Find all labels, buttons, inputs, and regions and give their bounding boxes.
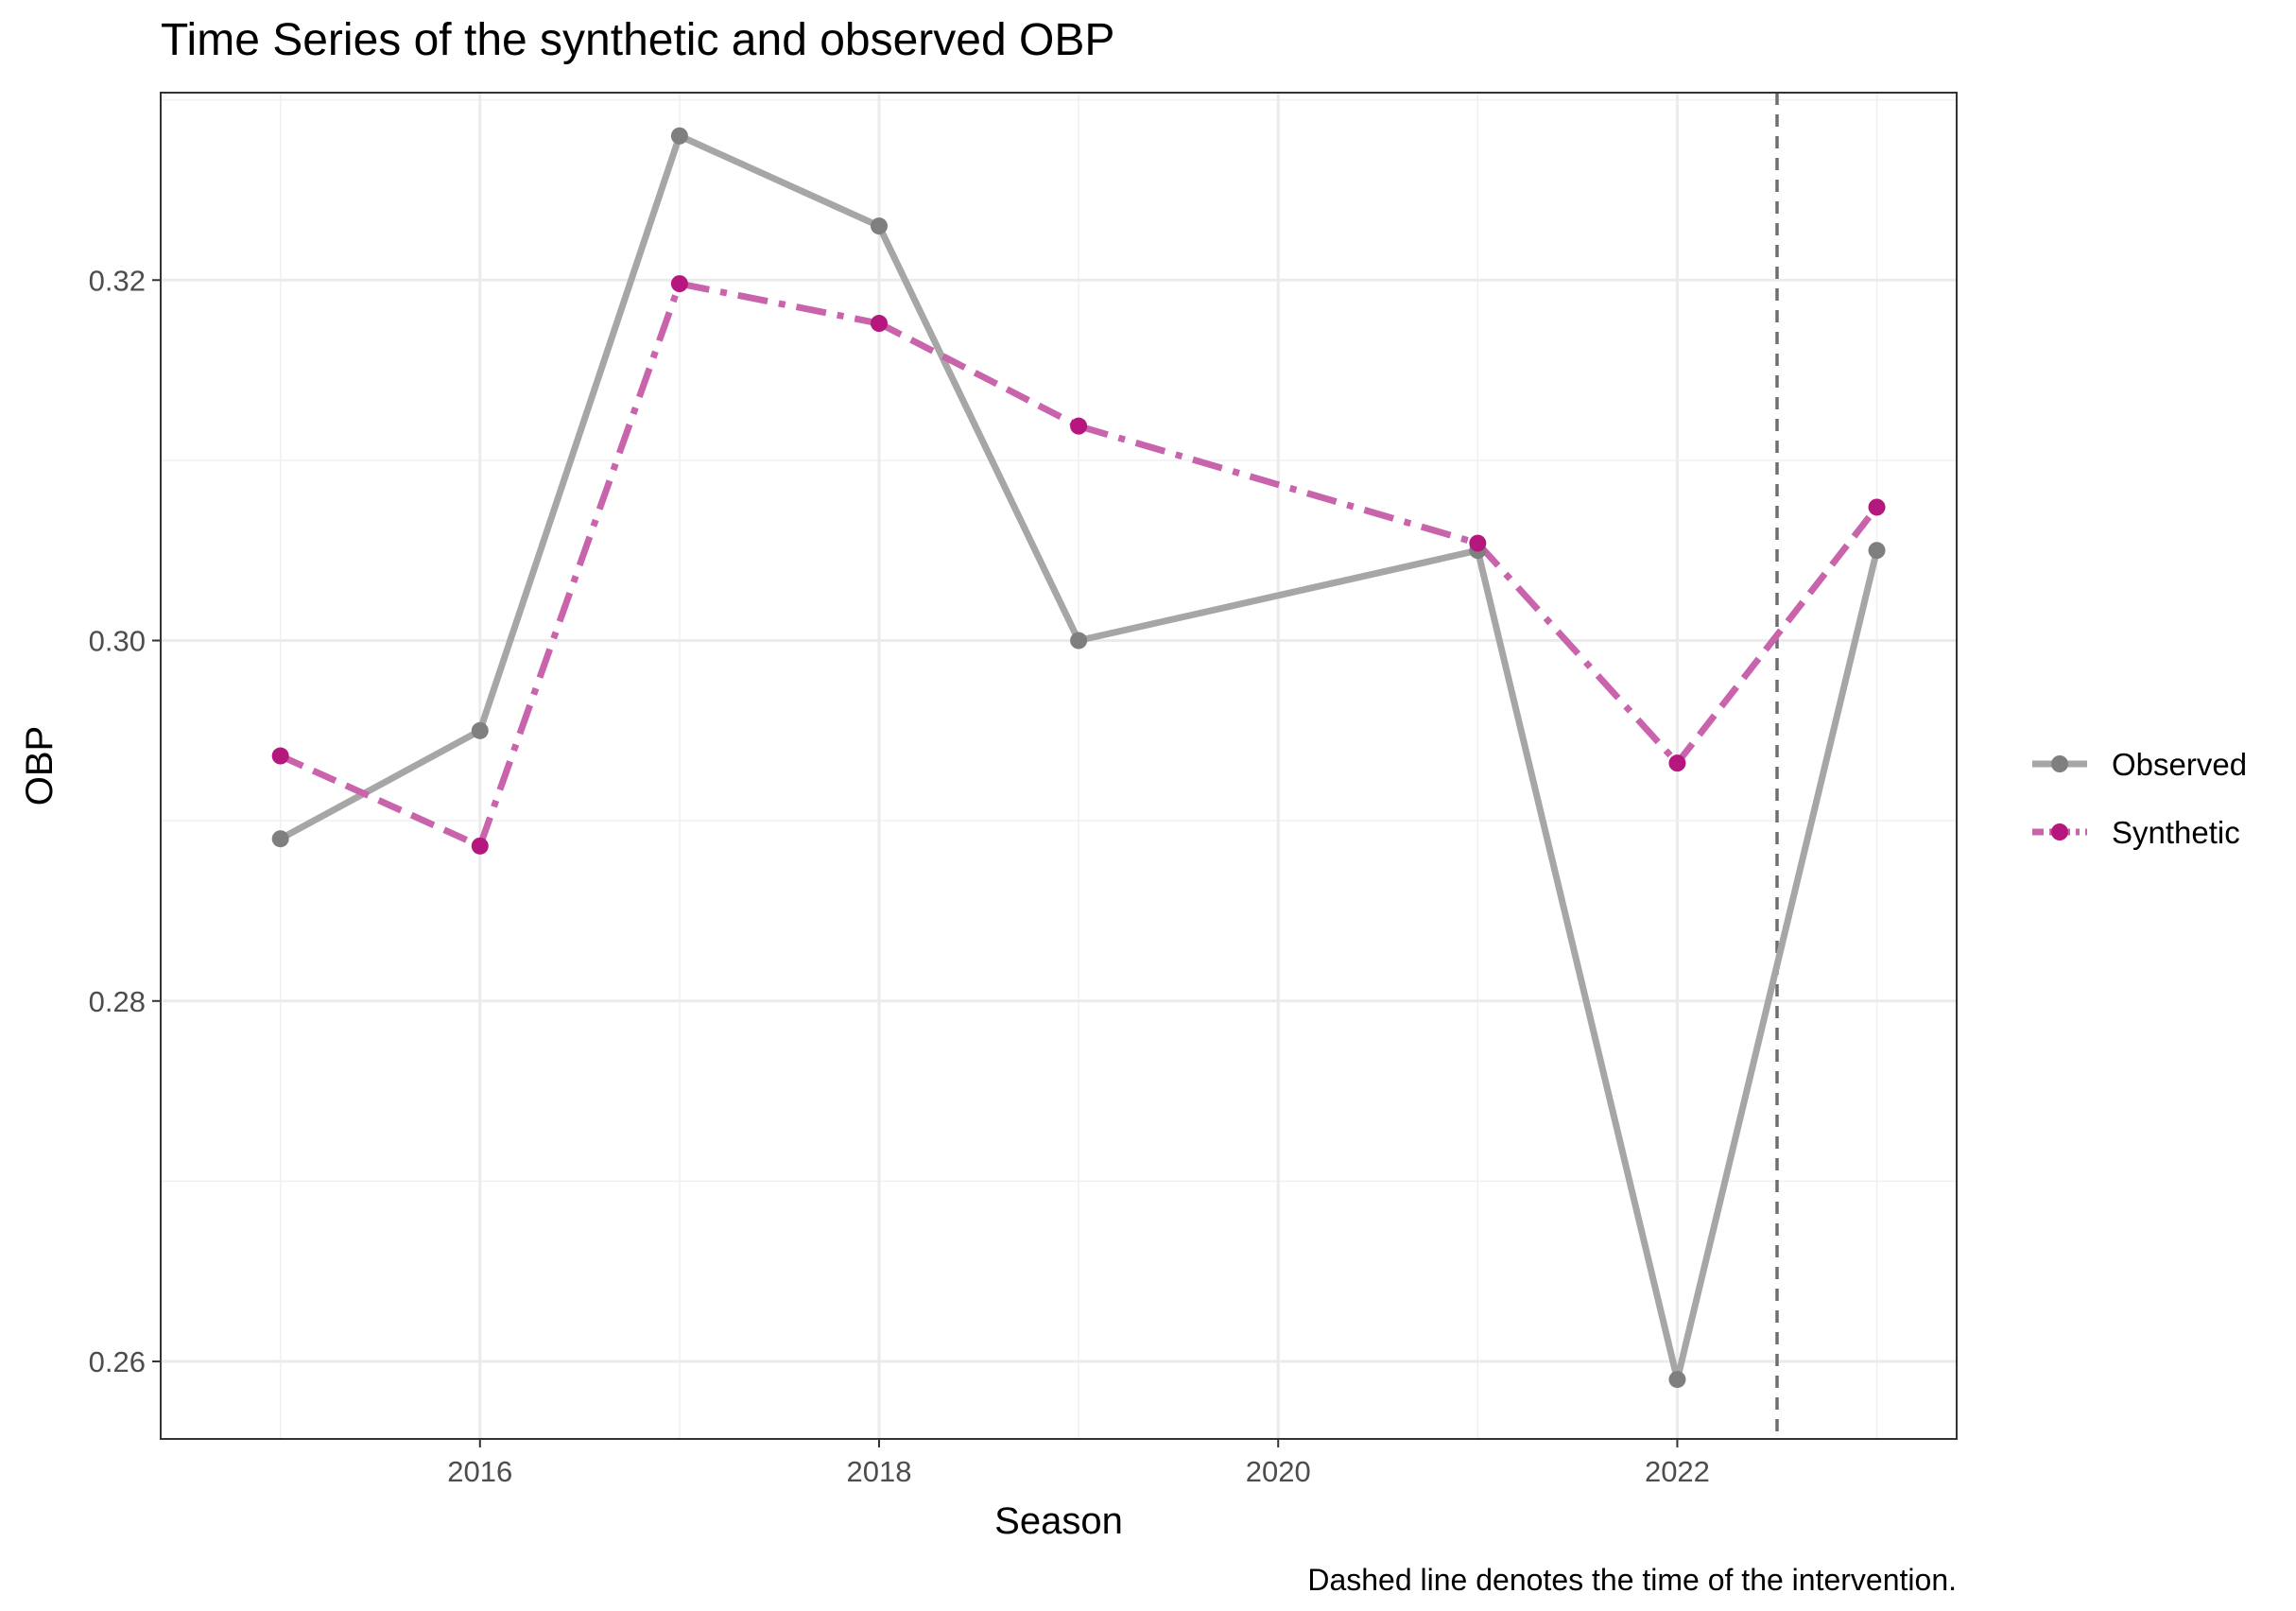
series-group — [271, 127, 1886, 1389]
legend-label: Synthetic — [2112, 815, 2240, 850]
series-line-synthetic-segment — [1475, 541, 1681, 766]
legend-label: Observed — [2112, 747, 2247, 782]
x-tick-label: 2016 — [447, 1455, 512, 1488]
point-observed — [670, 127, 688, 145]
axes: 0.26 0.28 0.30 0.32 2016 2018 2020 2022 — [89, 264, 1710, 1488]
legend: Observed Synthetic — [2032, 747, 2247, 850]
y-tick-label: 0.26 — [89, 1345, 146, 1378]
point-synthetic — [670, 275, 688, 293]
point-synthetic — [1469, 534, 1487, 552]
point-observed — [1668, 1371, 1686, 1389]
legend-key-point-observed — [2051, 755, 2068, 772]
point-synthetic — [1070, 417, 1088, 435]
plot-panel-background — [161, 93, 1957, 1439]
point-synthetic — [471, 837, 489, 855]
series-line-synthetic-segment — [877, 320, 1080, 429]
x-axis-title: Season — [994, 1500, 1123, 1542]
point-observed — [1070, 632, 1088, 650]
point-synthetic — [871, 315, 888, 333]
plot-panel-border — [160, 92, 1958, 1440]
y-axis-title: OBP — [19, 726, 60, 806]
grid-lines — [161, 93, 1957, 1439]
point-observed — [871, 217, 888, 235]
point-synthetic — [1668, 754, 1686, 772]
point-observed — [471, 721, 489, 739]
series-line-synthetic-segment — [679, 280, 880, 327]
series-line-synthetic-segment — [476, 282, 683, 848]
x-tick-label: 2018 — [847, 1455, 912, 1488]
series-line-synthetic-segment — [1674, 505, 1880, 766]
series-line-observed — [278, 132, 1880, 1383]
x-tick-label: 2020 — [1246, 1455, 1311, 1488]
series-line-synthetic-segment — [1078, 423, 1479, 546]
point-synthetic — [271, 747, 289, 765]
x-tick-label: 2022 — [1645, 1455, 1710, 1488]
point-synthetic — [1868, 498, 1886, 516]
legend-key-point-synthetic — [2051, 823, 2068, 840]
chart-caption: Dashed line denotes the time of the inte… — [1307, 1563, 1957, 1597]
y-tick-label: 0.28 — [89, 985, 146, 1018]
y-tick-label: 0.30 — [89, 625, 146, 658]
series-line-synthetic-segment — [279, 753, 482, 850]
point-observed — [1868, 542, 1886, 560]
chart-title: Time Series of the synthetic and observe… — [161, 15, 1114, 65]
point-observed — [271, 830, 289, 848]
y-tick-label: 0.32 — [89, 264, 146, 297]
